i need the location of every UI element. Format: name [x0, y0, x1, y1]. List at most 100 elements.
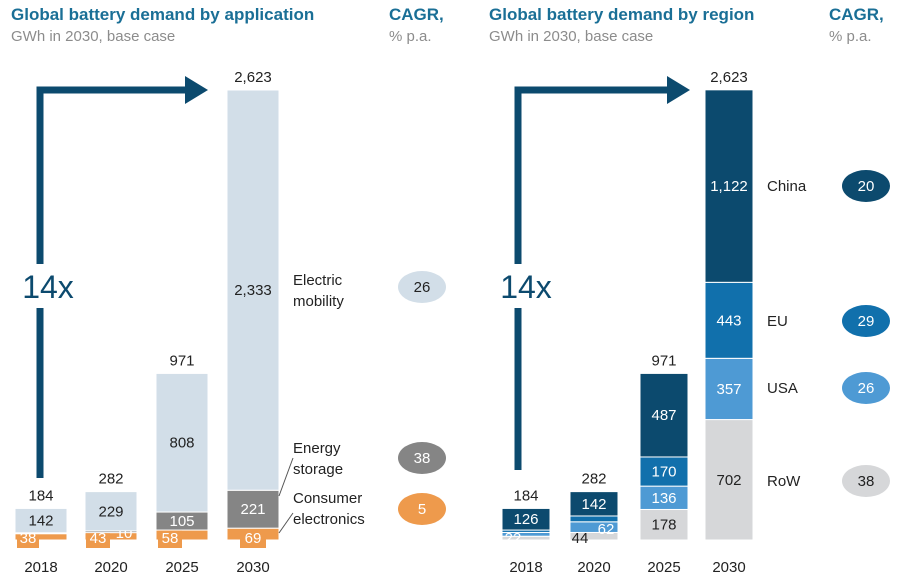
right-category-label-2025: 2025 — [647, 559, 680, 576]
right-cagr-badge-china — [842, 170, 890, 202]
right-cagr-badge-eu — [842, 305, 890, 337]
left-value-label-electric-mobility-2030: 2,333 — [234, 282, 272, 299]
right-bar-eu-2025 — [639, 456, 689, 487]
left-value-label-electric-mobility-2018: 142 — [28, 513, 53, 530]
left-bar-electric-mobility-2025 — [155, 372, 209, 513]
right-value-label-china-2025: 487 — [651, 407, 676, 424]
right-bar-china-2025 — [639, 372, 689, 458]
left-legend-label-energy-storage: storage — [293, 461, 343, 478]
left-value-label-energy-storage-2025: 105 — [169, 513, 194, 530]
right-cagr-badge-usa — [842, 372, 890, 404]
left-legend-label-electric-mobility: Electric — [293, 272, 343, 289]
right-cagr-value-eu: 29 — [858, 313, 875, 330]
left-leader-line-energy-storage — [278, 457, 294, 497]
right-bar-china-2020 — [569, 491, 619, 517]
left-total-label-2018: 184 — [28, 487, 53, 504]
left-value-label-electric-mobility-2020: 229 — [98, 503, 123, 520]
right-cagr-subtitle: % p.a. — [829, 28, 872, 45]
left-value-label-consumer-electronics-2030: 69 — [245, 530, 262, 547]
right-cagr-badge-row — [842, 465, 890, 497]
right-growth-arrow — [514, 76, 690, 470]
right-bar-row-2025 — [639, 508, 689, 541]
left-category-label-2018: 2018 — [24, 559, 57, 576]
left-growth-arrow — [36, 76, 208, 478]
right-bar-eu-2020 — [569, 515, 619, 523]
right-legend-label-row: RoW — [767, 473, 801, 490]
left-legend-label-energy-storage: Energy — [293, 440, 341, 457]
left-chart-title: Global battery demand by application — [11, 5, 315, 24]
right-value-label-usa-2020: 62 — [598, 521, 615, 538]
left-multiplier-backdrop — [14, 264, 72, 308]
left-cagr-subtitle: % p.a. — [389, 28, 432, 45]
left-label-box-consumer-electronics-2020 — [86, 529, 110, 548]
right-bar-china-2018 — [501, 507, 551, 531]
right-value-label-usa-2030: 357 — [716, 381, 741, 398]
right-value-label-china-2018: 126 — [513, 511, 538, 528]
right-bar-usa-2030 — [704, 357, 754, 421]
right-bar-chart: 22 126 184 2018 44 62 142 282 2020 178 136 170 487 97… — [501, 69, 754, 576]
left-bar-electric-mobility-2018 — [14, 507, 68, 534]
right-cagr-title: CAGR, — [829, 5, 884, 24]
left-category-label-2025: 2025 — [165, 559, 198, 576]
left-label-box-consumer-electronics-2030 — [240, 529, 266, 548]
left-legend-label-consumer-electronics: electronics — [293, 511, 365, 528]
left-value-label-energy-storage-2030: 221 — [240, 501, 265, 518]
right-legend-label-usa: USA — [767, 380, 798, 397]
right-category-label-2030: 2030 — [712, 559, 745, 576]
right-bar-eu-2030 — [704, 281, 754, 359]
left-value-label-electric-mobility-2025: 808 — [169, 435, 194, 452]
right-bar-row-2030 — [704, 419, 754, 541]
right-value-label-china-2020: 142 — [581, 496, 606, 513]
right-value-label-usa-2025: 136 — [651, 490, 676, 507]
right-value-label-row-2025: 178 — [651, 517, 676, 534]
left-legend: Electric mobility 26 Energy storage 38 Consume… — [278, 271, 446, 534]
right-value-label-eu-2030: 443 — [716, 312, 741, 329]
left-cagr-badge-consumer-electronics — [398, 493, 446, 525]
left-cagr-badge-energy-storage — [398, 442, 446, 474]
right-chart-subtitle: GWh in 2030, base case — [489, 28, 654, 45]
right-category-label-2020: 2020 — [577, 559, 610, 576]
right-bar-china-2030 — [704, 89, 754, 283]
left-category-label-2030: 2030 — [236, 559, 269, 576]
left-cagr-title: CAGR, — [389, 5, 444, 24]
right-cagr-value-usa: 26 — [858, 380, 875, 397]
right-total-label-2025: 971 — [651, 352, 676, 369]
right-value-label-row-2030: 702 — [716, 472, 741, 489]
right-value-label-row-2020: 44 — [572, 530, 589, 547]
right-multiplier-label: 14x — [500, 269, 552, 305]
left-chart-subtitle: GWh in 2030, base case — [11, 28, 176, 45]
right-total-label-2020: 282 — [581, 471, 606, 488]
right-cagr-value-china: 20 — [858, 178, 875, 195]
left-value-label-consumer-electronics-2020: 43 — [90, 530, 107, 547]
right-legend-label-eu: EU — [767, 313, 788, 330]
right-legend-label-china: China — [767, 178, 807, 195]
left-total-label-2030: 2,623 — [234, 69, 272, 86]
left-cagr-value-electric-mobility: 26 — [414, 279, 431, 296]
right-value-label-eu-2025: 170 — [651, 464, 676, 481]
left-bar-electric-mobility-2030 — [226, 89, 280, 491]
left-total-label-2025: 971 — [169, 352, 194, 369]
left-multiplier-label: 14x — [22, 269, 74, 305]
right-cagr-value-row: 38 — [858, 473, 875, 490]
right-legend: China 20 EU 29 USA 26 RoW 38 — [767, 170, 890, 497]
left-value-label-consumer-electronics-2025: 58 — [162, 530, 179, 547]
left-total-label-2020: 282 — [98, 471, 123, 488]
left-cagr-badge-electric-mobility — [398, 271, 446, 303]
right-value-label-usa-2018: 22 — [505, 530, 522, 547]
right-total-label-2018: 184 — [513, 487, 538, 504]
left-category-label-2020: 2020 — [94, 559, 127, 576]
left-bar-electric-mobility-2020 — [84, 491, 138, 532]
left-leader-line-consumer-electronics — [278, 512, 294, 534]
left-cagr-value-consumer-electronics: 5 — [418, 501, 426, 518]
right-total-label-2030: 2,623 — [710, 69, 748, 86]
left-cagr-value-energy-storage: 38 — [414, 450, 431, 467]
right-value-label-china-2030: 1,122 — [710, 178, 748, 195]
left-label-box-consumer-electronics-2025 — [158, 529, 182, 548]
right-category-label-2018: 2018 — [509, 559, 542, 576]
right-multiplier-backdrop — [492, 264, 550, 308]
left-legend-label-consumer-electronics: Consumer — [293, 490, 362, 507]
right-chart-title: Global battery demand by region — [489, 5, 755, 24]
left-legend-label-electric-mobility: mobility — [293, 293, 344, 310]
